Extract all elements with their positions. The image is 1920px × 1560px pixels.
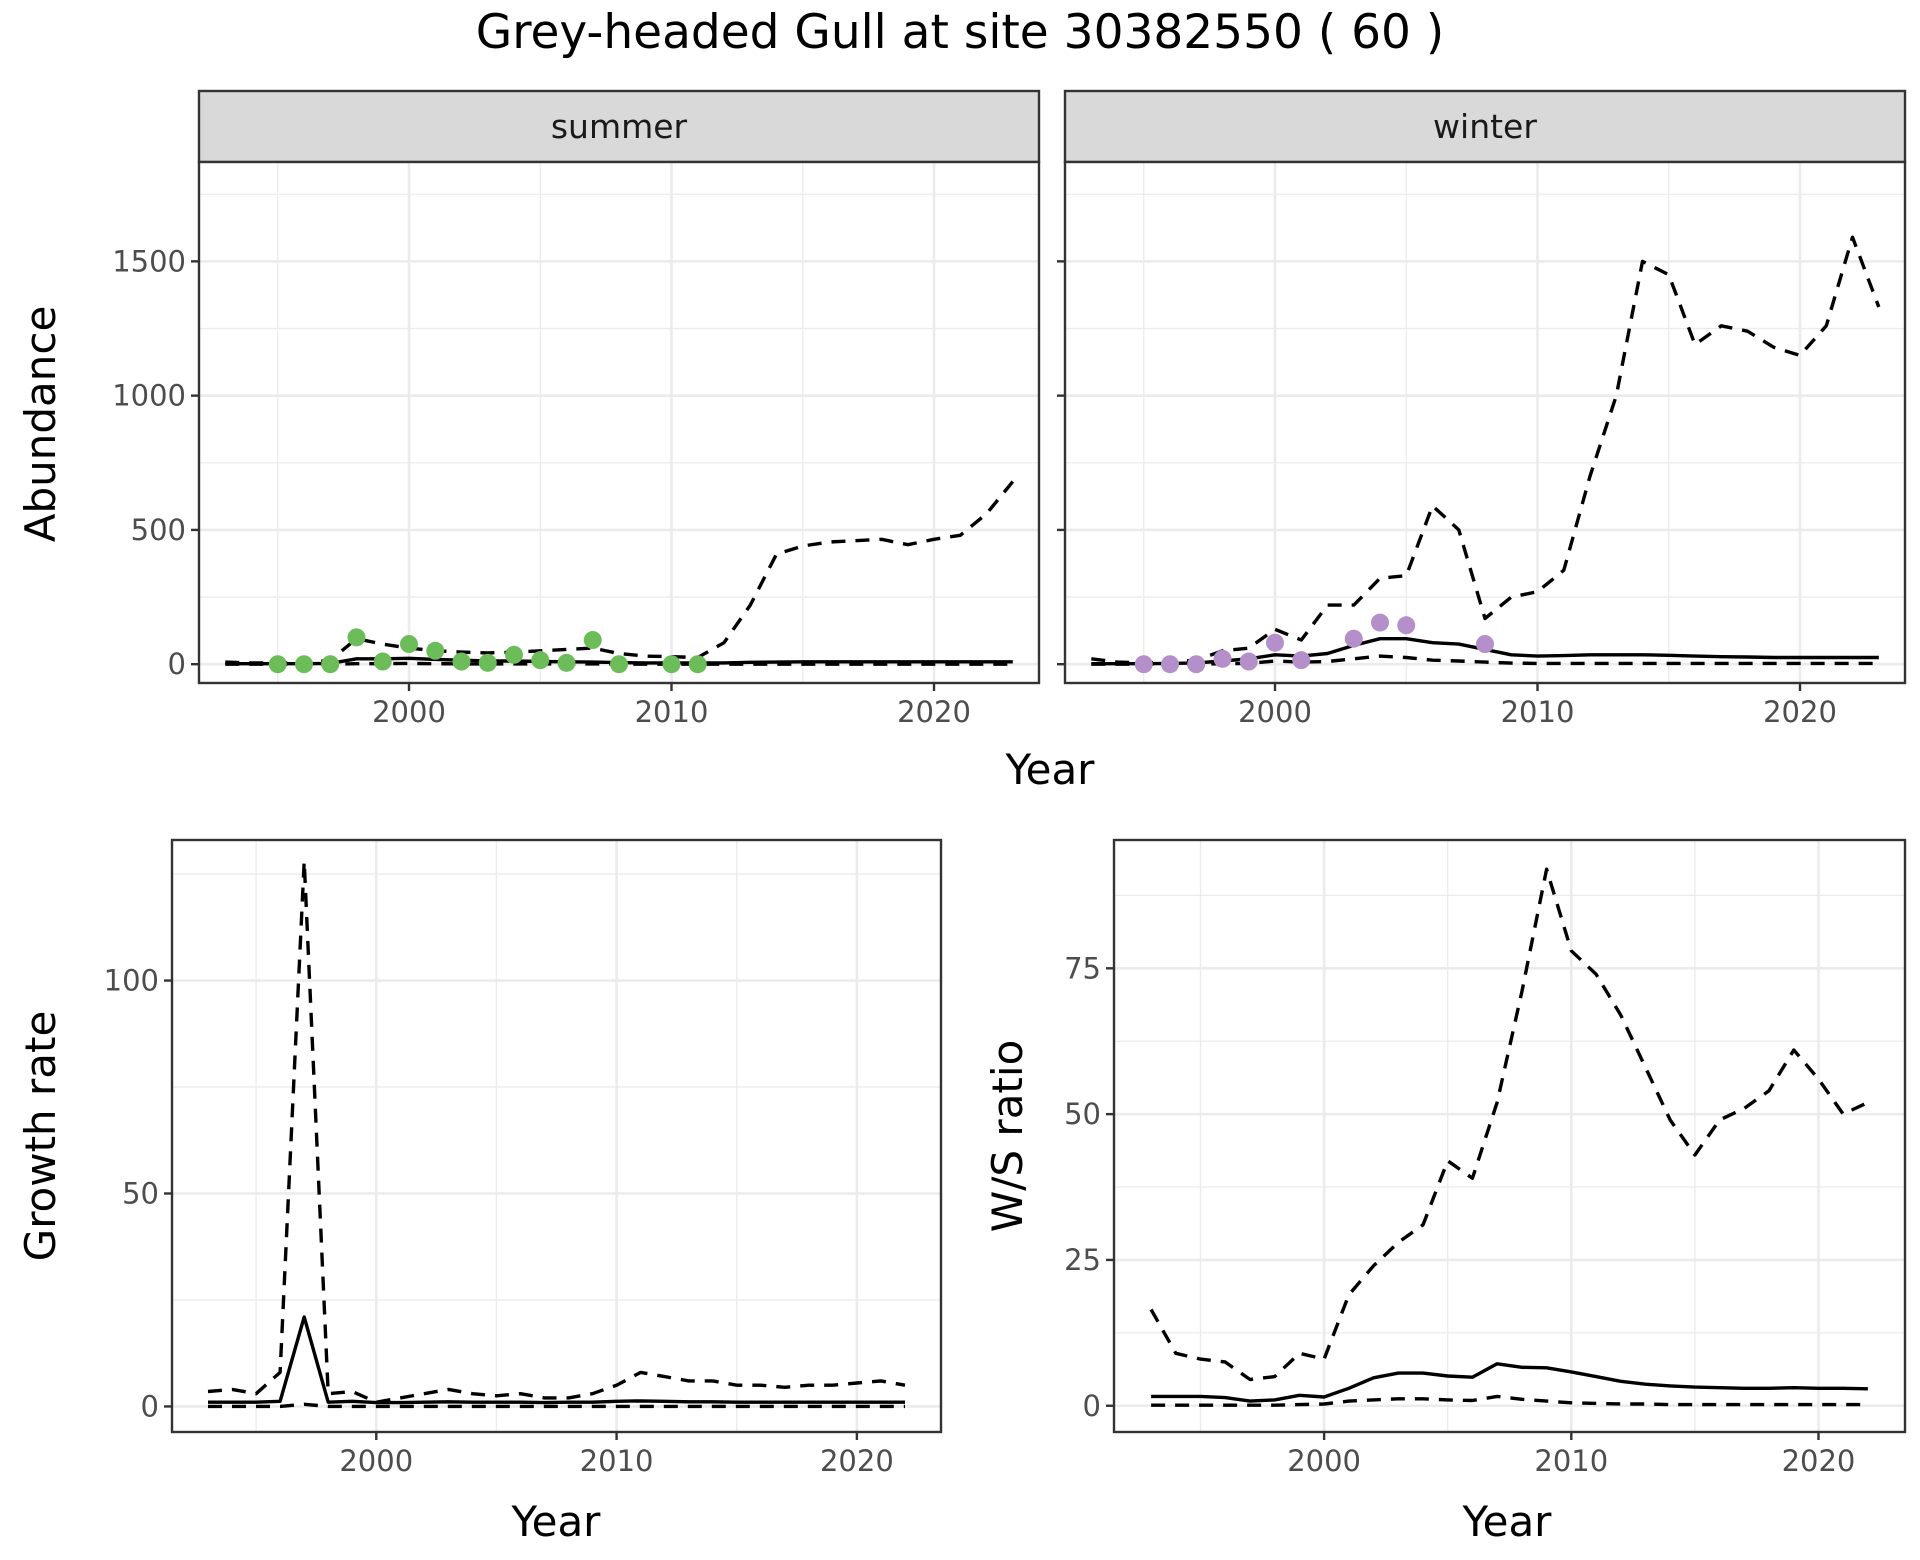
top-y-axis-title: Abundance — [16, 306, 65, 543]
summer-upper-line — [225, 480, 1015, 665]
figure-title: Grey-headed Gull at site 30382550 ( 60 ) — [476, 5, 1444, 60]
summer-observed-point — [321, 655, 340, 674]
summer-observed-point — [662, 655, 681, 674]
growth-x-tick-label: 2020 — [820, 1444, 894, 1478]
growth-mean-line — [208, 1315, 905, 1405]
growth-upper-line — [207, 859, 906, 1404]
summer-panel: summer 2000 2010 2020 0 500 1000 1500 — [112, 89, 1041, 729]
winter-observed-point — [1292, 651, 1311, 670]
growth-x-tick-label: 2010 — [580, 1444, 654, 1478]
summer-observed-point — [531, 651, 550, 670]
summer-observed-point — [478, 653, 497, 672]
winter-x-tick-label: 2020 — [1763, 695, 1837, 729]
ws-gridlines — [1114, 840, 1905, 1432]
growth-y-axis-title: Growth rate — [16, 1011, 65, 1262]
winter-observed-point — [1213, 649, 1232, 668]
summer-observed-point — [557, 653, 576, 672]
summer-y-tick-label: 0 — [168, 647, 186, 681]
winter-x-tick-label: 2000 — [1238, 695, 1312, 729]
winter-observed-point — [1134, 655, 1153, 674]
summer-observed-point — [610, 655, 628, 674]
summer-strip — [197, 89, 1041, 164]
winter-panel-border — [1063, 160, 1907, 685]
summer-plot-area — [199, 162, 1039, 683]
summer-observed-point — [268, 655, 287, 674]
summer-x-tick-label: 2000 — [372, 695, 446, 729]
ws-y-tick-label: 50 — [1064, 1097, 1101, 1131]
summer-y-tick-label: 1500 — [112, 244, 186, 278]
ws-mean-line — [1151, 1362, 1868, 1403]
summer-panel-border — [197, 160, 1041, 685]
winter-observed-point — [1187, 655, 1206, 674]
summer-observed-point — [452, 652, 471, 671]
summer-observed-point — [426, 641, 445, 660]
ws-y-tick-label: 75 — [1064, 951, 1101, 985]
growth-x-axis-title: Year — [511, 1497, 602, 1546]
ws-plot-area — [1114, 840, 1905, 1432]
summer-observed-point — [373, 652, 392, 671]
ws-x-axis-title: Year — [1462, 1497, 1553, 1546]
summer-observed-point — [583, 631, 602, 650]
ws-x-tick-label: 2020 — [1782, 1444, 1856, 1478]
summer-y-tick-label: 500 — [131, 513, 186, 547]
winter-strip — [1063, 89, 1907, 164]
growth-plot-area — [172, 840, 941, 1432]
summer-observed-point — [400, 635, 418, 654]
growth-y-tick-label: 50 — [122, 1176, 159, 1210]
ws-panel-border — [1112, 838, 1907, 1434]
ws-ratio-panel: 2000 2010 2020 0 25 50 75 — [1064, 838, 1907, 1478]
summer-observed-point — [688, 655, 707, 674]
summer-y-tick-label: 1000 — [112, 379, 186, 413]
ws-y-tick-label: 0 — [1083, 1389, 1101, 1423]
winter-observed-point — [1161, 655, 1179, 674]
winter-x-tick-label: 2010 — [1501, 695, 1575, 729]
growth-panel-border — [170, 838, 943, 1434]
ws-x-tick-label: 2000 — [1287, 1444, 1361, 1478]
ws-x-tick-label: 2010 — [1534, 1444, 1608, 1478]
winter-plot-area — [1065, 162, 1905, 683]
winter-observed-point — [1344, 629, 1363, 648]
top-x-axis-title: Year — [1005, 745, 1096, 794]
winter-observed-point — [1476, 635, 1494, 654]
ws-y-axis-title: W/S ratio — [983, 1040, 1032, 1233]
summer-observed-point — [295, 655, 313, 674]
summer-strip-label: summer — [551, 107, 688, 146]
growth-y-tick-label: 100 — [104, 964, 159, 998]
summer-observed-point — [347, 628, 366, 647]
ws-y-tick-label: 25 — [1064, 1243, 1101, 1277]
winter-observed-point — [1266, 633, 1284, 652]
winter-observed-point — [1239, 652, 1258, 671]
growth-lower-line — [208, 1402, 905, 1409]
growth-y-tick-label: 0 — [141, 1389, 159, 1423]
growth-rate-panel: 2000 2010 2020 0 50 100 — [104, 838, 943, 1478]
winter-panel: winter 2000 2010 2020 — [1057, 89, 1907, 729]
winter-observed-point — [1371, 613, 1389, 632]
growth-x-tick-label: 2000 — [339, 1444, 413, 1478]
winter-observed-point — [1397, 616, 1416, 635]
winter-gridlines — [1065, 162, 1905, 683]
winter-strip-label: winter — [1433, 107, 1537, 146]
summer-observed-point — [505, 645, 523, 664]
summer-x-tick-label: 2020 — [897, 695, 971, 729]
summer-x-tick-label: 2010 — [635, 695, 709, 729]
ws-upper-line — [1149, 867, 1869, 1382]
